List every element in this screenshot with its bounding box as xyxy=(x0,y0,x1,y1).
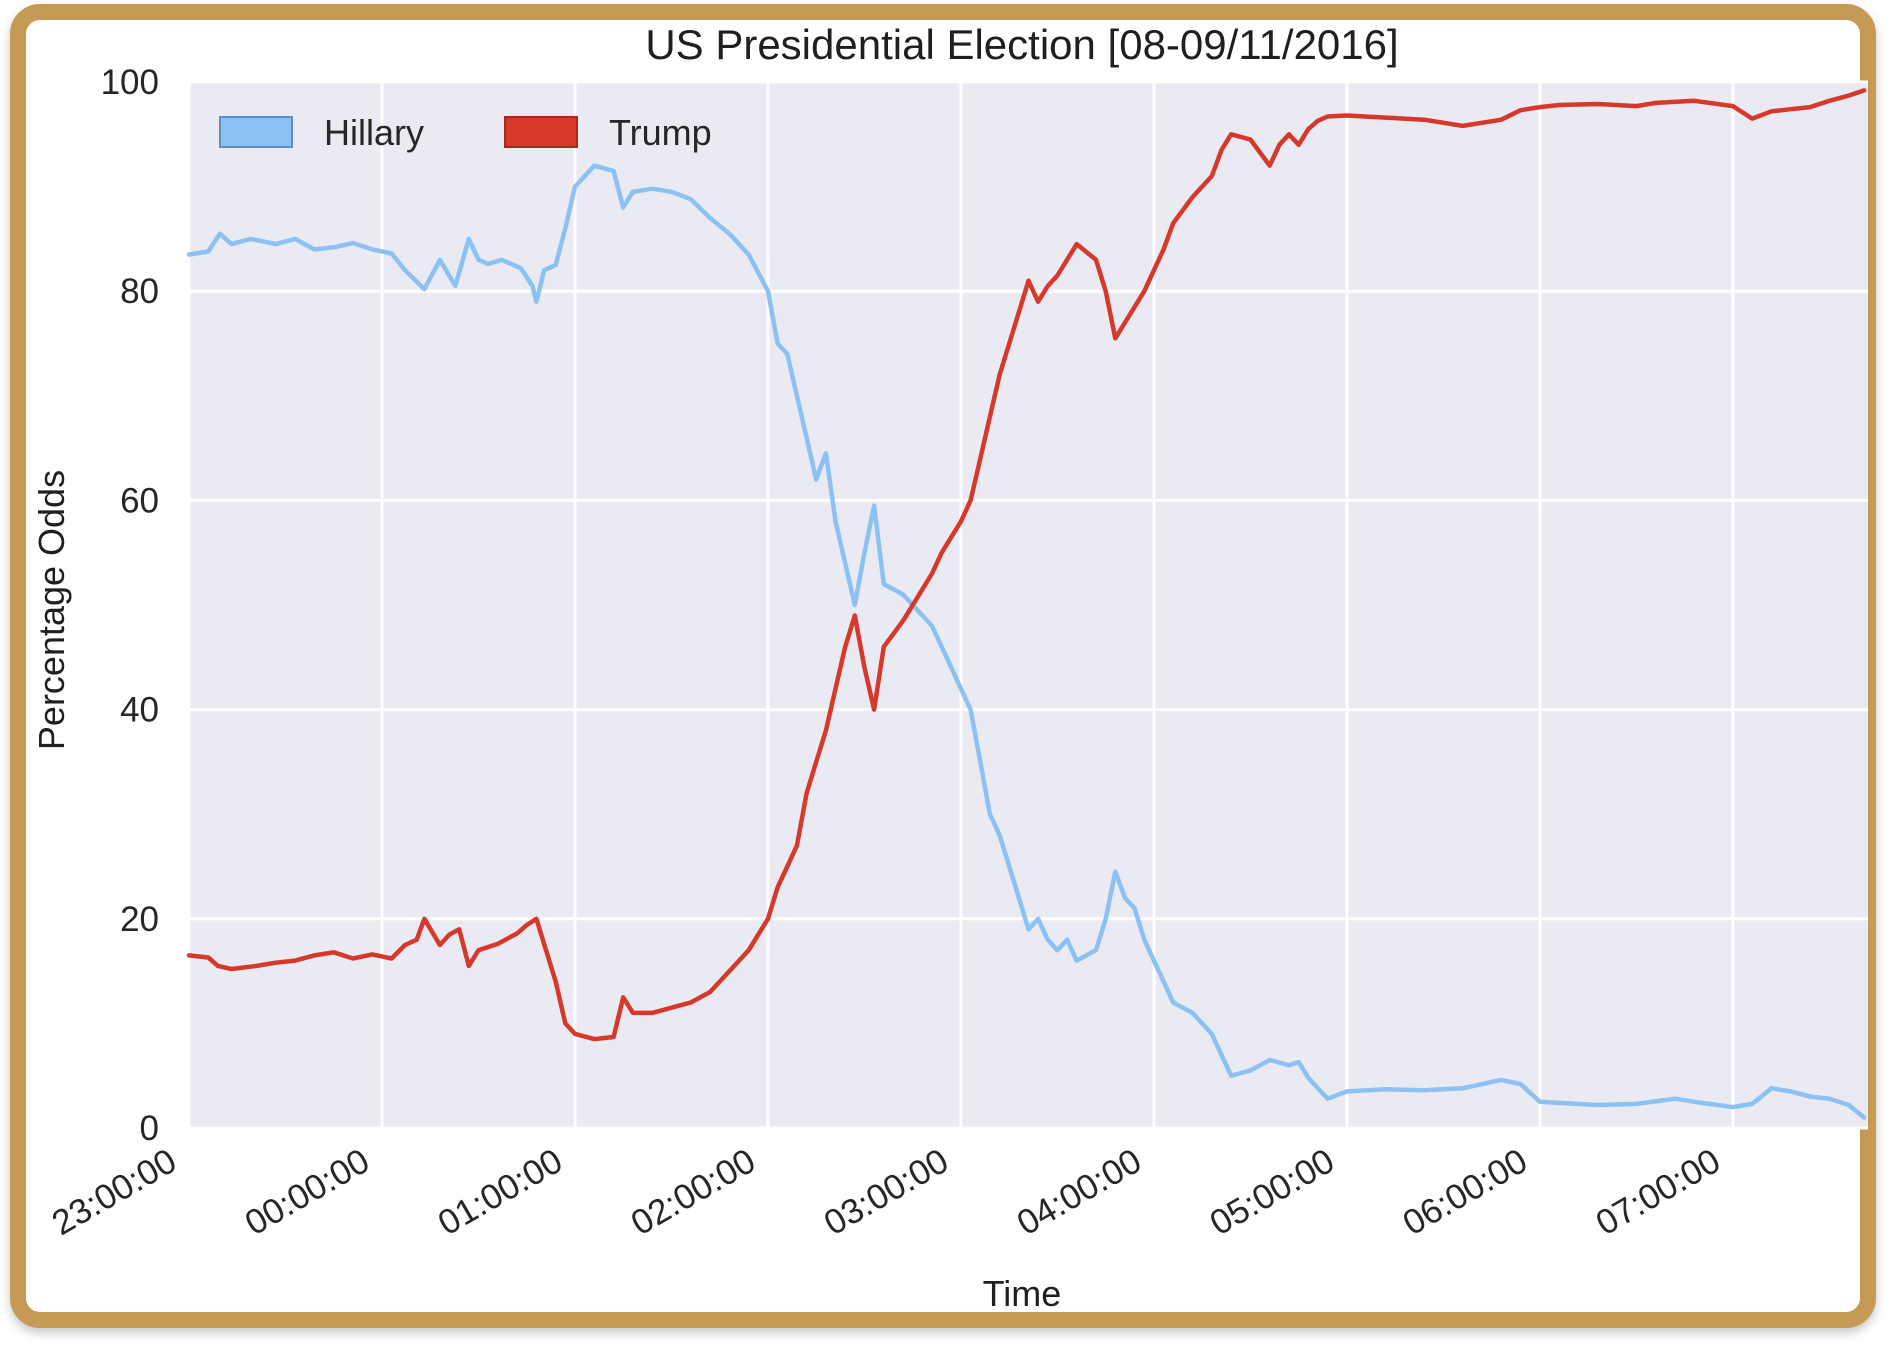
plot-area xyxy=(189,82,1868,1128)
x-tick-label: 07:00:00 xyxy=(1589,1141,1726,1243)
x-tick-label: 03:00:00 xyxy=(817,1141,954,1243)
legend-swatch-hillary xyxy=(219,116,293,148)
y-tick-label: 0 xyxy=(140,1109,159,1148)
y-tick-label: 20 xyxy=(120,900,159,939)
legend-label-trump: Trump xyxy=(609,112,712,153)
x-tick-label: 01:00:00 xyxy=(431,1141,568,1243)
y-tick-label: 60 xyxy=(120,481,159,520)
y-tick-label: 80 xyxy=(120,272,159,311)
series-line-trump xyxy=(186,88,1867,1042)
legend-label-hillary: Hillary xyxy=(324,112,424,153)
series-lines xyxy=(186,88,1867,1120)
x-axis-ticks: 23:00:00 00:00:00 01:00:00 02:00:00 03:00:00… xyxy=(46,1141,1727,1243)
x-tick-label: 23:00:00 xyxy=(46,1141,183,1243)
legend: Hillary Trump xyxy=(219,112,712,153)
x-tick-label: 04:00:00 xyxy=(1010,1141,1147,1243)
y-axis-label: Percentage Odds xyxy=(31,470,72,750)
x-tick-label: 06:00:00 xyxy=(1396,1141,1533,1243)
x-axis-label: Time xyxy=(983,1273,1062,1314)
y-axis-ticks: 0 20 40 60 80 100 xyxy=(101,63,159,1148)
y-tick-label: 40 xyxy=(120,691,159,730)
x-tick-label: 05:00:00 xyxy=(1203,1141,1340,1243)
legend-swatch-trump xyxy=(504,116,578,148)
x-tick-label: 00:00:00 xyxy=(238,1141,375,1243)
grid-lines xyxy=(187,80,1868,1130)
chart-title: US Presidential Election [08-09/11/2016] xyxy=(645,21,1398,68)
x-tick-label: 02:00:00 xyxy=(624,1141,761,1243)
y-tick-label: 100 xyxy=(101,63,159,102)
series-line-hillary xyxy=(186,163,1867,1120)
